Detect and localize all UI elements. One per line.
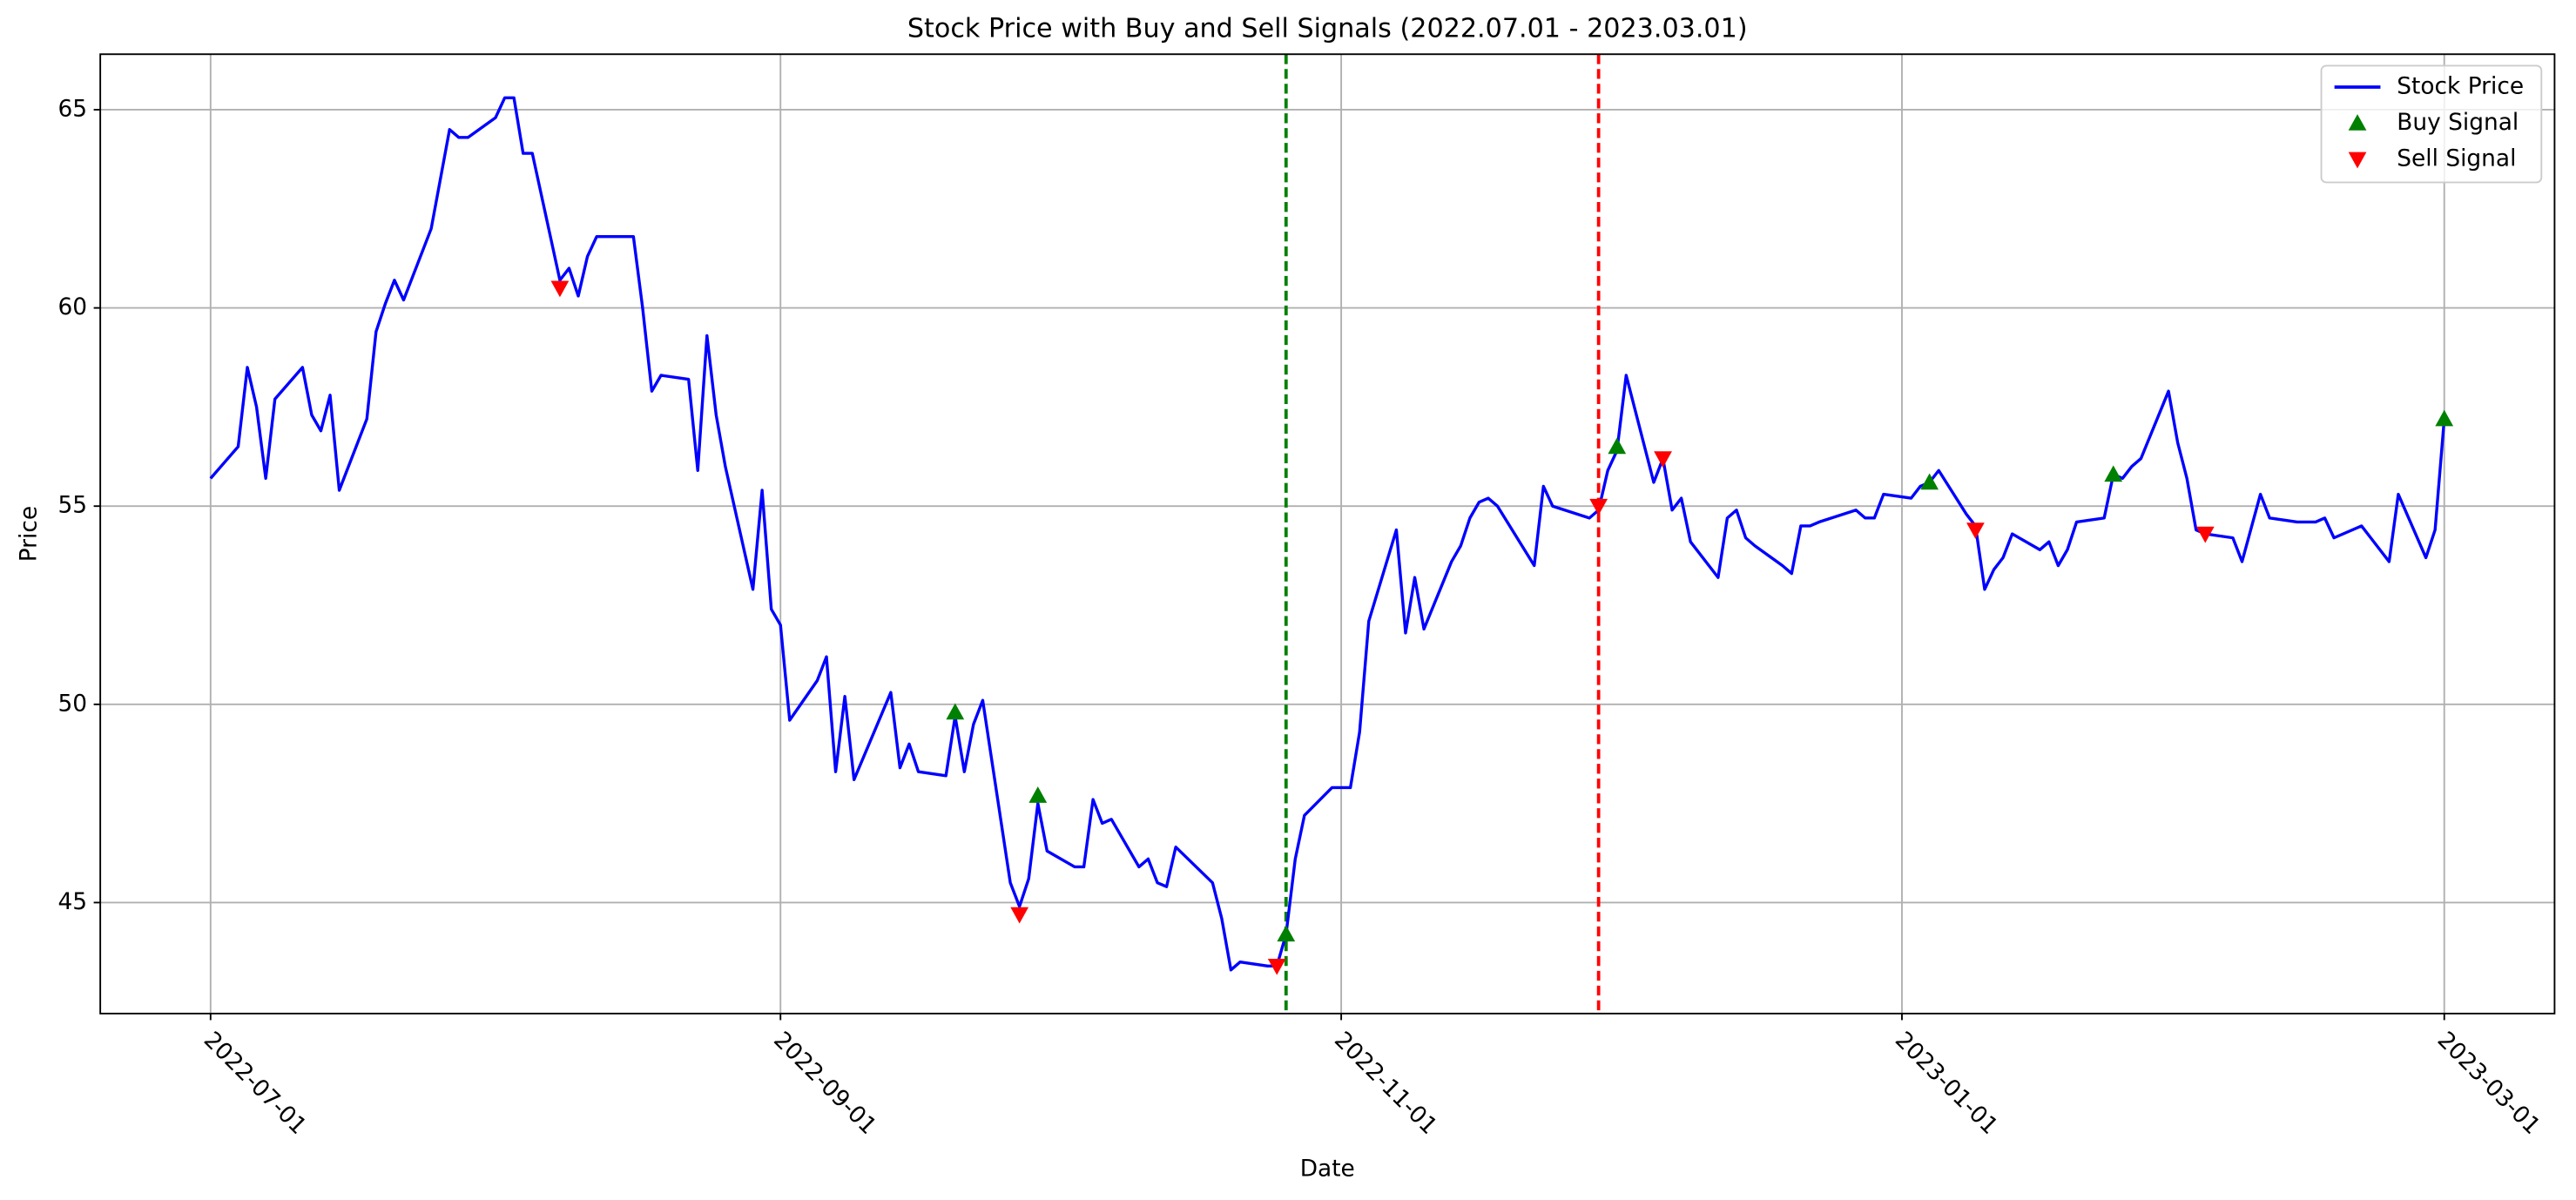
y-tick-label: 60 (57, 293, 87, 320)
buy-marker (2104, 465, 2123, 482)
legend-swatch (2348, 114, 2367, 131)
legend-label: Buy Signal (2397, 109, 2519, 136)
y-axis-label: Price (16, 506, 43, 562)
buy-marker (946, 703, 965, 720)
y-tick-label: 55 (57, 492, 87, 519)
buy-marker (1920, 473, 1939, 490)
sell-marker (2195, 526, 2215, 543)
sell-marker (1966, 522, 1985, 539)
legend-label: Sell Signal (2397, 145, 2516, 172)
buy-marker (2435, 409, 2454, 427)
axes-frame (99, 53, 2556, 1015)
buy-marker (1277, 925, 1296, 942)
sell-marker (1267, 958, 1286, 975)
legend-swatch (2348, 152, 2367, 169)
buy-marker (1608, 437, 1627, 455)
y-tick-label: 45 (57, 888, 87, 915)
legend-box (2320, 64, 2543, 184)
chart-title: Stock Price with Buy and Sell Signals (2… (907, 13, 1748, 44)
legend-label: Stock Price (2397, 72, 2524, 99)
buy-marker (1028, 786, 1048, 803)
sell-marker (1589, 498, 1608, 516)
sell-marker (1010, 907, 1029, 924)
x-axis-label: Date (1300, 1156, 1355, 1183)
y-tick-label: 65 (57, 95, 87, 122)
sell-marker (550, 280, 570, 298)
price-line (209, 96, 2446, 972)
y-tick-label: 50 (57, 690, 87, 717)
sell-marker (1654, 451, 1672, 468)
